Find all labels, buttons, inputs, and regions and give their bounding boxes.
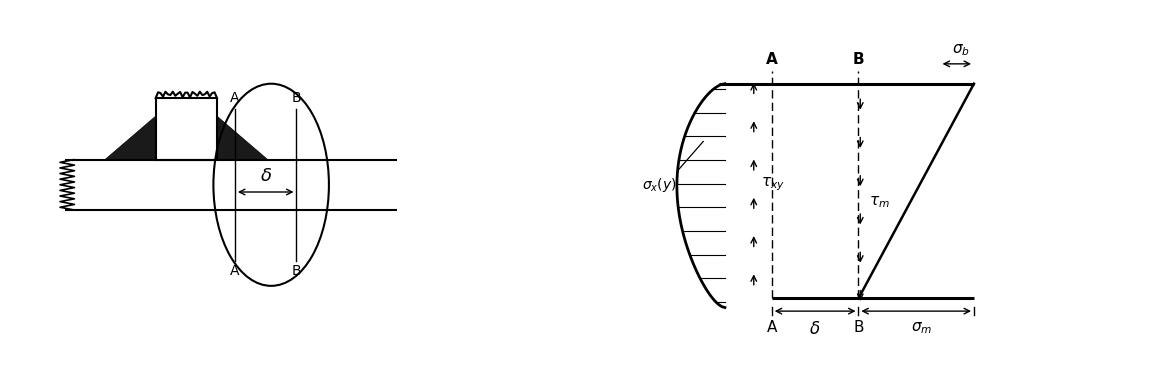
Text: B: B <box>291 264 301 278</box>
Text: $\tau_m$: $\tau_m$ <box>869 194 890 210</box>
Text: $\sigma_x(y)$: $\sigma_x(y)$ <box>642 176 676 194</box>
Text: B: B <box>853 53 865 68</box>
Text: B: B <box>853 320 863 335</box>
Polygon shape <box>216 116 268 159</box>
Text: A: A <box>230 91 240 105</box>
Text: $\delta$: $\delta$ <box>260 167 271 185</box>
Text: $\delta$: $\delta$ <box>810 320 821 338</box>
Text: $\tau_{xy}$: $\tau_{xy}$ <box>760 175 785 193</box>
Text: A: A <box>766 320 777 335</box>
Text: A: A <box>230 264 240 278</box>
Text: $\sigma_b$: $\sigma_b$ <box>952 43 970 58</box>
Text: $\sigma_m$: $\sigma_m$ <box>911 320 932 336</box>
Polygon shape <box>105 116 156 159</box>
Text: A: A <box>766 53 778 68</box>
Text: B: B <box>291 91 301 105</box>
